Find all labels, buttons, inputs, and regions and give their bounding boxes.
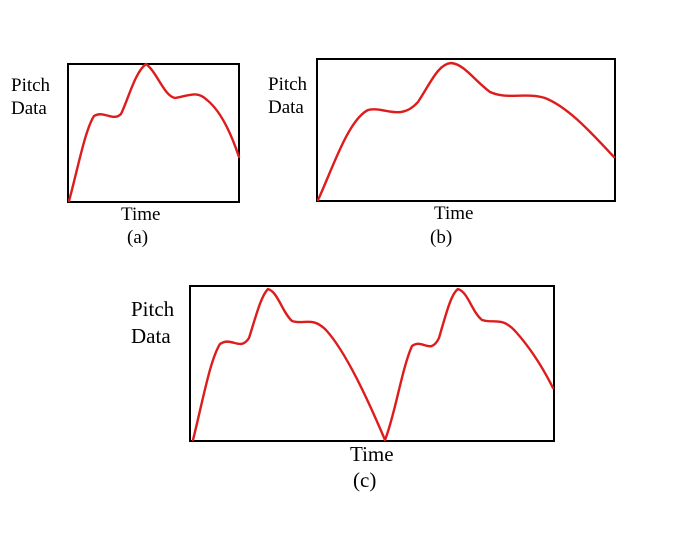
panel-b-frame (316, 58, 616, 202)
panel-b-ylabel-data: Data (268, 97, 304, 118)
panel-c-pitch-curve (191, 287, 555, 442)
panel-c-frame (189, 285, 555, 442)
panel-b-xlabel: Time (434, 203, 474, 224)
panel-a-xlabel: Time (121, 204, 161, 225)
panel-a-pitch-curve (67, 62, 241, 203)
panel-b-caption: (b) (430, 227, 453, 248)
panel-c-ylabel-data: Data (131, 324, 171, 348)
panel-a-caption: (a) (127, 227, 149, 248)
panel-c-caption: (c) (353, 468, 377, 492)
panel-a-ylabel-data: Data (11, 98, 47, 119)
panel-b-pitch-curve (316, 61, 616, 202)
panel-c-xlabel: Time (350, 442, 394, 466)
panel-c-ylabel-pitch: Pitch (131, 297, 175, 321)
panel-a-frame (67, 63, 240, 203)
panel-a-ylabel-pitch: Pitch (11, 75, 51, 96)
panel-b-ylabel-pitch: Pitch (268, 74, 308, 95)
